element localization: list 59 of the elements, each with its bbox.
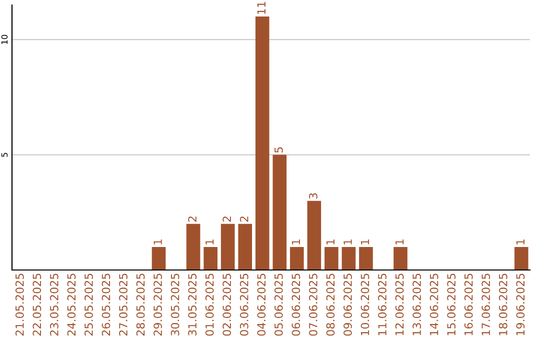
x-tick-label: 15.06.2025 [447,274,456,336]
bar [342,246,356,270]
data-label: 2 [188,216,196,222]
x-tick-label: 01.06.2025 [205,274,214,336]
x-tick-label: 28.05.2025 [136,274,145,336]
data-label: 1 [516,240,524,244]
bar [307,200,322,270]
data-label: 1 [360,240,370,244]
y-tick-label: 10 [1,34,8,44]
data-label: 1 [326,240,334,244]
x-tick-label: 10.06.2025 [360,274,370,336]
x-tick-label: 24.05.2025 [67,274,76,336]
bar [290,246,304,270]
bar [359,246,373,270]
data-label: 1 [395,240,404,244]
x-tick-label: 14.06.2025 [430,274,438,336]
data-label: 1 [292,240,300,244]
x-tick-label: 21.05.2025 [15,274,24,336]
x-tick-label: 05.06.2025 [274,274,283,336]
data-label: 2 [222,216,231,222]
x-tick-label: 03.06.2025 [240,274,248,336]
x-tick-label: 17.06.2025 [482,274,490,336]
x-tick-label: 02.06.2025 [222,274,232,336]
data-label: 1 [154,240,162,244]
x-tick-label: 16.06.2025 [464,274,473,336]
bar [255,16,270,270]
x-tick-label: 18.06.2025 [498,274,508,336]
bar [238,224,252,270]
bar [204,246,218,270]
x-tick-label: 31.05.2025 [188,274,197,336]
x-tick-label: 13.06.2025 [412,274,421,336]
x-tick-label: 29.05.2025 [154,274,162,336]
x-tick-label: 12.06.2025 [395,274,404,336]
data-label: 5 [274,147,283,153]
x-tick-label: 30.05.2025 [170,274,180,336]
bar [152,246,166,270]
x-tick-label: 26.05.2025 [102,274,110,336]
x-tick-label: 07.06.2025 [308,274,318,336]
bar [272,154,287,270]
bar [186,224,200,270]
data-label: 11 [257,2,266,14]
bar [394,246,408,270]
bar [324,246,338,270]
bar [514,246,528,270]
data-label: 1 [344,240,352,244]
x-tick-label: 25.05.2025 [84,274,93,336]
bar [220,224,235,270]
data-label: 1 [206,240,214,244]
x-tick-label: 06.06.2025 [292,274,300,336]
x-tick-label: 27.05.2025 [119,274,128,336]
x-tick-label: 09.06.2025 [344,274,352,336]
x-tick-label: 22.05.2025 [32,274,42,336]
x-tick-label: 19.06.2025 [516,274,525,336]
data-label: 3 [308,193,318,199]
x-tick-label: 23.05.2025 [50,274,58,336]
x-tick-label: 04.06.2025 [257,274,266,336]
x-tick-label: 08.06.2025 [326,274,335,336]
data-label: 2 [240,216,248,222]
x-tick-label: 11.06.2025 [378,274,386,336]
